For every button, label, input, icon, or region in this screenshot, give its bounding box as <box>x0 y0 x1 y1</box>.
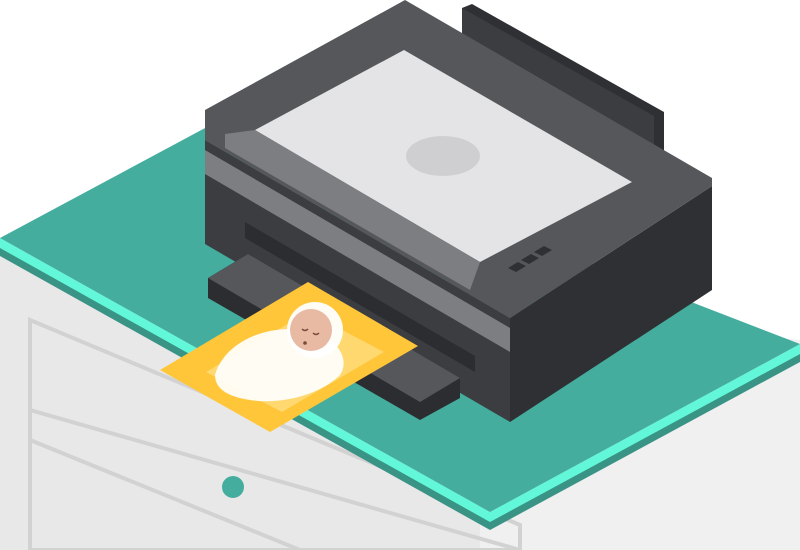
baby-face <box>290 309 332 351</box>
cabinet-drawer-line-3 <box>29 438 301 550</box>
drawer-knob <box>222 476 244 498</box>
baby-eye-left <box>301 328 309 332</box>
tabletop-underside <box>0 246 800 530</box>
baby-mouth <box>303 341 307 345</box>
scanner-window <box>406 136 480 176</box>
cabinet-drawer-line-1 <box>28 325 521 550</box>
printer-stripe-left <box>205 150 510 352</box>
paper-slot <box>245 222 475 372</box>
printer <box>205 0 712 422</box>
tabletop-edge <box>0 238 800 522</box>
baby-eye-right <box>312 332 320 336</box>
printer-body-right <box>510 186 712 422</box>
baby-photo-icon <box>160 282 418 432</box>
scanner-lid-shadow <box>225 130 480 290</box>
button-row-icon <box>508 246 552 272</box>
